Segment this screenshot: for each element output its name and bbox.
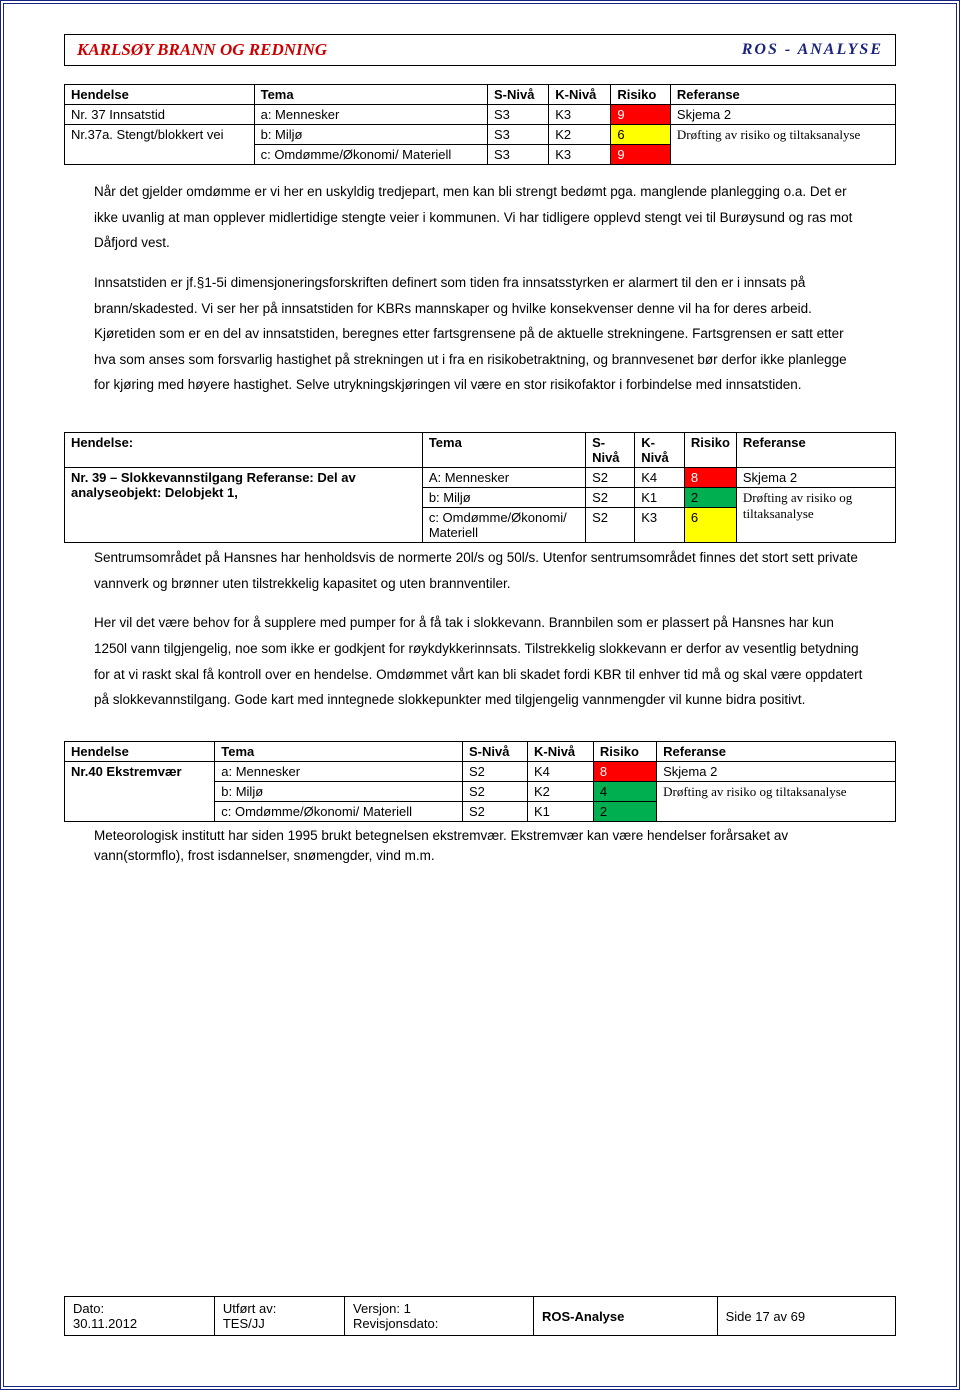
footer-c2: Utført av: TES/JJ bbox=[214, 1297, 344, 1336]
header-left: KARLSØY BRANN OG REDNING bbox=[77, 40, 327, 60]
t2-h5: Referanse bbox=[736, 433, 895, 468]
t2-ref1: Skjema 2 bbox=[736, 468, 895, 488]
t1-ra: 9 bbox=[611, 105, 671, 125]
t1-ka: K3 bbox=[549, 105, 611, 125]
t2-h3: K-Nivå bbox=[635, 433, 685, 468]
t1-tema-b: b: Miljø bbox=[254, 125, 487, 145]
t2-kc: K3 bbox=[635, 508, 685, 543]
t1-tema-a: a: Mennesker bbox=[254, 105, 487, 125]
t2-tema-b: b: Miljø bbox=[422, 488, 585, 508]
t3-sa: S2 bbox=[462, 761, 527, 781]
t3-event: Nr.40 Ekstremvær bbox=[65, 761, 215, 821]
t1-ref1: Skjema 2 bbox=[670, 105, 895, 125]
t1-h1: Tema bbox=[254, 85, 487, 105]
risk-table-3: Hendelse Tema S-Nivå K-Nivå Risiko Refer… bbox=[64, 741, 896, 822]
paragraph-3: Sentrumsområdet på Hansnes har henholdsv… bbox=[94, 545, 866, 596]
footer-c3b: Revisjonsdato: bbox=[353, 1316, 438, 1331]
header-bar: KARLSØY BRANN OG REDNING ROS - ANALYSE bbox=[64, 34, 896, 66]
t3-ref2: Drøfting av risiko og tiltaksanalyse bbox=[657, 781, 896, 821]
t2-h4: Risiko bbox=[684, 433, 736, 468]
t2-rc: 6 bbox=[684, 508, 736, 543]
t2-ka: K4 bbox=[635, 468, 685, 488]
t1-sa: S3 bbox=[487, 105, 548, 125]
t3-tema-b: b: Miljø bbox=[215, 781, 463, 801]
t1-kb: K2 bbox=[549, 125, 611, 145]
t1-h5: Referanse bbox=[670, 85, 895, 105]
t3-rb: 4 bbox=[593, 781, 656, 801]
t3-h1: Tema bbox=[215, 741, 463, 761]
footer-c1b: 30.11.2012 bbox=[73, 1316, 137, 1331]
paragraph-5: Meteorologisk institutt har siden 1995 b… bbox=[94, 826, 866, 867]
t3-ka: K4 bbox=[527, 761, 593, 781]
t1-event1: Nr. 37 Innsatstid bbox=[65, 105, 255, 125]
t2-rb: 2 bbox=[684, 488, 736, 508]
paragraph-1: Når det gjelder omdømme er vi her en usk… bbox=[94, 179, 866, 256]
t1-h0: Hendelse bbox=[65, 85, 255, 105]
t1-event2: Nr.37a. Stengt/blokkert vei bbox=[65, 125, 255, 165]
t2-event-text: Nr. 39 – Slokkevannstilgang Referanse: D… bbox=[71, 470, 356, 500]
risk-table-1: Hendelse Tema S-Nivå K-Nivå Risiko Refer… bbox=[64, 84, 896, 165]
t1-h3: K-Nivå bbox=[549, 85, 611, 105]
t1-tema-c: c: Omdømme/Økonomi/ Materiell bbox=[254, 145, 487, 165]
paragraph-2: Innsatstiden er jf.§1-5i dimensjonerings… bbox=[94, 270, 866, 398]
t2-sb: S2 bbox=[586, 488, 635, 508]
t3-h2: S-Nivå bbox=[462, 741, 527, 761]
t3-h5: Referanse bbox=[657, 741, 896, 761]
t1-kc: K3 bbox=[549, 145, 611, 165]
t2-h1: Tema bbox=[422, 433, 585, 468]
t3-ra: 8 bbox=[593, 761, 656, 781]
footer-c2b: TES/JJ bbox=[223, 1316, 265, 1331]
t2-h2: S-Nivå bbox=[586, 433, 635, 468]
t2-event: Nr. 39 – Slokkevannstilgang Referanse: D… bbox=[65, 468, 423, 543]
t3-sb: S2 bbox=[462, 781, 527, 801]
t2-h0: Hendelse: bbox=[65, 433, 423, 468]
t2-ref2: Drøfting av risiko og tiltaksanalyse bbox=[736, 488, 895, 543]
t2-sc: S2 bbox=[586, 508, 635, 543]
t3-h4: Risiko bbox=[593, 741, 656, 761]
t1-sc: S3 bbox=[487, 145, 548, 165]
footer-c3a: Versjon: 1 bbox=[353, 1301, 411, 1316]
header-right: ROS - ANALYSE bbox=[742, 41, 883, 59]
t1-ref2: Drøfting av risiko og tiltaksanalyse bbox=[670, 125, 895, 165]
page: KARLSØY BRANN OG REDNING ROS - ANALYSE H… bbox=[0, 0, 960, 1390]
footer-c3: Versjon: 1 Revisjonsdato: bbox=[345, 1297, 534, 1336]
t2-kb: K1 bbox=[635, 488, 685, 508]
risk-table-2: Hendelse: Tema S-Nivå K-Nivå Risiko Refe… bbox=[64, 432, 896, 543]
t1-rc: 9 bbox=[611, 145, 671, 165]
t1-rb: 6 bbox=[611, 125, 671, 145]
footer-c2a: Utført av: bbox=[223, 1301, 276, 1316]
t3-kc: K1 bbox=[527, 801, 593, 821]
t1-h4: Risiko bbox=[611, 85, 671, 105]
t1-h2: S-Nivå bbox=[487, 85, 548, 105]
t1-sb: S3 bbox=[487, 125, 548, 145]
footer-c1a: Dato: bbox=[73, 1301, 104, 1316]
paragraph-4: Her vil det være behov for å supplere me… bbox=[94, 610, 866, 713]
footer-c5: Side 17 av 69 bbox=[717, 1297, 895, 1336]
t2-ra: 8 bbox=[684, 468, 736, 488]
t3-rc: 2 bbox=[593, 801, 656, 821]
t3-h3: K-Nivå bbox=[527, 741, 593, 761]
t3-h0: Hendelse bbox=[65, 741, 215, 761]
t3-tema-a: a: Mennesker bbox=[215, 761, 463, 781]
footer-table: Dato: 30.11.2012 Utført av: TES/JJ Versj… bbox=[64, 1296, 896, 1336]
t3-tema-c: c: Omdømme/Økonomi/ Materiell bbox=[215, 801, 463, 821]
footer-c4: ROS-Analyse bbox=[534, 1297, 718, 1336]
t2-sa: S2 bbox=[586, 468, 635, 488]
t3-sc: S2 bbox=[462, 801, 527, 821]
t3-kb: K2 bbox=[527, 781, 593, 801]
t2-tema-a: A: Mennesker bbox=[422, 468, 585, 488]
t2-tema-c: c: Omdømme/Økonomi/ Materiell bbox=[422, 508, 585, 543]
footer-c1: Dato: 30.11.2012 bbox=[65, 1297, 215, 1336]
t3-ref1: Skjema 2 bbox=[657, 761, 896, 781]
